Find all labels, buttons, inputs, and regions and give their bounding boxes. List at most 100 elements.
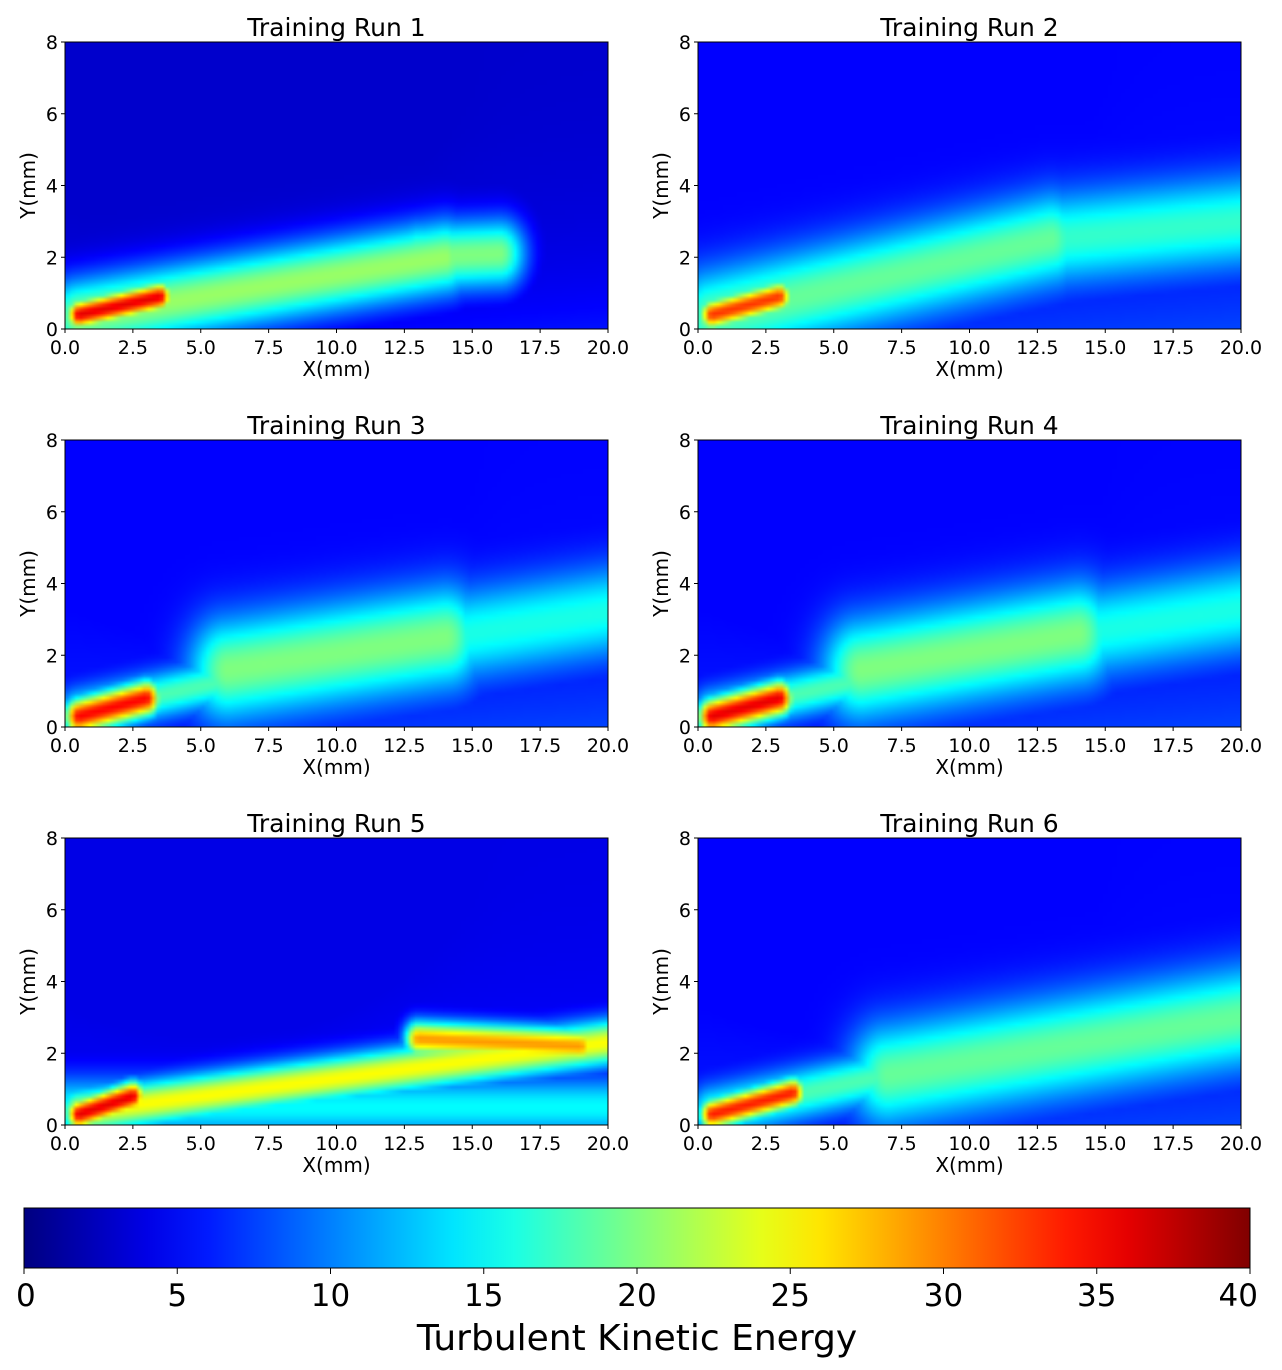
x-tick-label: 2.5 — [751, 1133, 781, 1155]
x-tick-label: 17.5 — [1152, 337, 1194, 359]
y-tick-label: 0 — [46, 717, 58, 739]
x-tick-label: 20.0 — [587, 1133, 629, 1155]
colorbar-tick-label: 30 — [924, 1278, 963, 1314]
x-tick-label: 5.0 — [819, 735, 849, 757]
colorbar-tick-label: 0 — [16, 1278, 36, 1314]
y-tick-label: 2 — [46, 645, 58, 667]
heatmap-image-6 — [698, 838, 1241, 1125]
colorbar-gradient — [23, 1207, 1251, 1269]
colorbar-tick-label: 25 — [771, 1278, 810, 1314]
y-tick-label: 0 — [46, 319, 58, 341]
x-tick-label: 15.0 — [1084, 1133, 1126, 1155]
y-tick-label: 4 — [46, 972, 58, 994]
x-tick-label: 20.0 — [1220, 1133, 1262, 1155]
x-tick-label: 10.0 — [948, 735, 990, 757]
x-tick-label: 17.5 — [519, 735, 561, 757]
panel-title: Training Run 6 — [879, 809, 1058, 838]
y-tick-label: 4 — [679, 972, 691, 994]
y-tick-label: 8 — [679, 32, 691, 54]
x-tick-label: 10.0 — [315, 337, 357, 359]
y-tick-label: 2 — [46, 247, 58, 269]
heatmap-panel-1: Training Run 1 0.0 2.5 5.0 7.5 10.0 12.5 15.0 17… — [16, 13, 629, 381]
y-tick-label: 0 — [679, 717, 691, 739]
x-tick-label: 0.0 — [683, 337, 713, 359]
y-tick-label: 6 — [46, 104, 58, 126]
y-axis-label: Y(mm) — [649, 948, 673, 1016]
y-tick-label: 6 — [679, 104, 691, 126]
x-tick-label: 0.0 — [683, 1133, 713, 1155]
y-tick-label: 6 — [679, 502, 691, 524]
heatmap-image-5 — [65, 838, 608, 1125]
colorbar-tick-label: 5 — [167, 1278, 187, 1314]
heatmap-image-3 — [65, 440, 608, 727]
x-tick-label: 7.5 — [254, 1133, 284, 1155]
y-axis-label: Y(mm) — [16, 550, 40, 618]
x-tick-label: 5.0 — [186, 1133, 216, 1155]
y-tick-label: 4 — [46, 574, 58, 596]
x-tick-label: 12.5 — [1016, 1133, 1058, 1155]
x-tick-label: 15.0 — [1084, 337, 1126, 359]
x-tick-label: 2.5 — [118, 735, 148, 757]
panel-title: Training Run 2 — [879, 13, 1058, 42]
heatmap-panel-5: Training Run 5 0.0 2.5 5.0 7.5 10.0 12.5 15.0 17… — [16, 809, 629, 1177]
x-tick-label: 5.0 — [819, 1133, 849, 1155]
x-tick-label: 17.5 — [1152, 1133, 1194, 1155]
x-axis-label: X(mm) — [302, 755, 370, 779]
y-tick-label: 8 — [46, 828, 58, 850]
x-tick-label: 0.0 — [50, 337, 80, 359]
y-tick-label: 8 — [46, 430, 58, 452]
colorbar-tick-label: 15 — [464, 1278, 503, 1314]
x-tick-label: 17.5 — [1152, 735, 1194, 757]
y-tick-label: 0 — [679, 319, 691, 341]
x-tick-label: 7.5 — [254, 735, 284, 757]
x-tick-label: 15.0 — [1084, 735, 1126, 757]
x-tick-label: 0.0 — [50, 735, 80, 757]
x-axis-label: X(mm) — [302, 357, 370, 381]
y-tick-label: 8 — [679, 828, 691, 850]
x-tick-label: 10.0 — [315, 735, 357, 757]
x-tick-label: 20.0 — [1220, 337, 1262, 359]
y-axis-label: Y(mm) — [649, 550, 673, 618]
x-tick-label: 17.5 — [519, 337, 561, 359]
x-tick-label: 20.0 — [587, 735, 629, 757]
colorbar-tick-label: 40 — [1219, 1278, 1258, 1314]
x-tick-label: 20.0 — [587, 337, 629, 359]
heatmap-panel-6: Training Run 6 0.0 2.5 5.0 7.5 10.0 12.5 15.0 17… — [649, 809, 1262, 1177]
x-tick-label: 15.0 — [451, 735, 493, 757]
colorbar-label: Turbulent Kinetic Energy — [416, 1318, 857, 1359]
x-tick-label: 2.5 — [751, 735, 781, 757]
x-tick-label: 10.0 — [315, 1133, 357, 1155]
x-tick-label: 7.5 — [887, 1133, 917, 1155]
x-tick-label: 7.5 — [254, 337, 284, 359]
x-axis-label: X(mm) — [302, 1153, 370, 1177]
y-tick-label: 4 — [679, 574, 691, 596]
x-axis-label: X(mm) — [935, 1153, 1003, 1177]
heatmap-image-2 — [698, 42, 1241, 329]
panel-title: Training Run 5 — [246, 809, 425, 838]
y-tick-label: 4 — [46, 176, 58, 198]
x-tick-label: 2.5 — [118, 1133, 148, 1155]
x-tick-label: 5.0 — [819, 337, 849, 359]
x-tick-label: 15.0 — [451, 1133, 493, 1155]
x-tick-label: 10.0 — [948, 337, 990, 359]
x-tick-label: 12.5 — [383, 337, 425, 359]
x-tick-label: 12.5 — [383, 1133, 425, 1155]
heatmap-panel-3: Training Run 3 0.0 2.5 5.0 7.5 10.0 12.5 15.0 17… — [16, 411, 629, 779]
x-tick-label: 2.5 — [751, 337, 781, 359]
x-axis-label: X(mm) — [935, 755, 1003, 779]
heatmap-image-4 — [698, 440, 1241, 727]
y-tick-label: 8 — [679, 430, 691, 452]
y-axis-label: Y(mm) — [16, 152, 40, 220]
x-tick-label: 12.5 — [1016, 337, 1058, 359]
x-tick-label: 5.0 — [186, 735, 216, 757]
y-tick-label: 4 — [679, 176, 691, 198]
y-tick-label: 2 — [46, 1043, 58, 1065]
panel-title: Training Run 4 — [879, 411, 1058, 440]
y-tick-label: 0 — [679, 1115, 691, 1137]
colorbar-tick-label: 35 — [1077, 1278, 1116, 1314]
heatmap-panel-2: Training Run 2 0.0 2.5 5.0 7.5 10.0 12.5 15.0 17… — [649, 13, 1262, 381]
x-tick-label: 0.0 — [683, 735, 713, 757]
colorbar-tick-label: 20 — [617, 1278, 656, 1314]
x-tick-label: 7.5 — [887, 735, 917, 757]
